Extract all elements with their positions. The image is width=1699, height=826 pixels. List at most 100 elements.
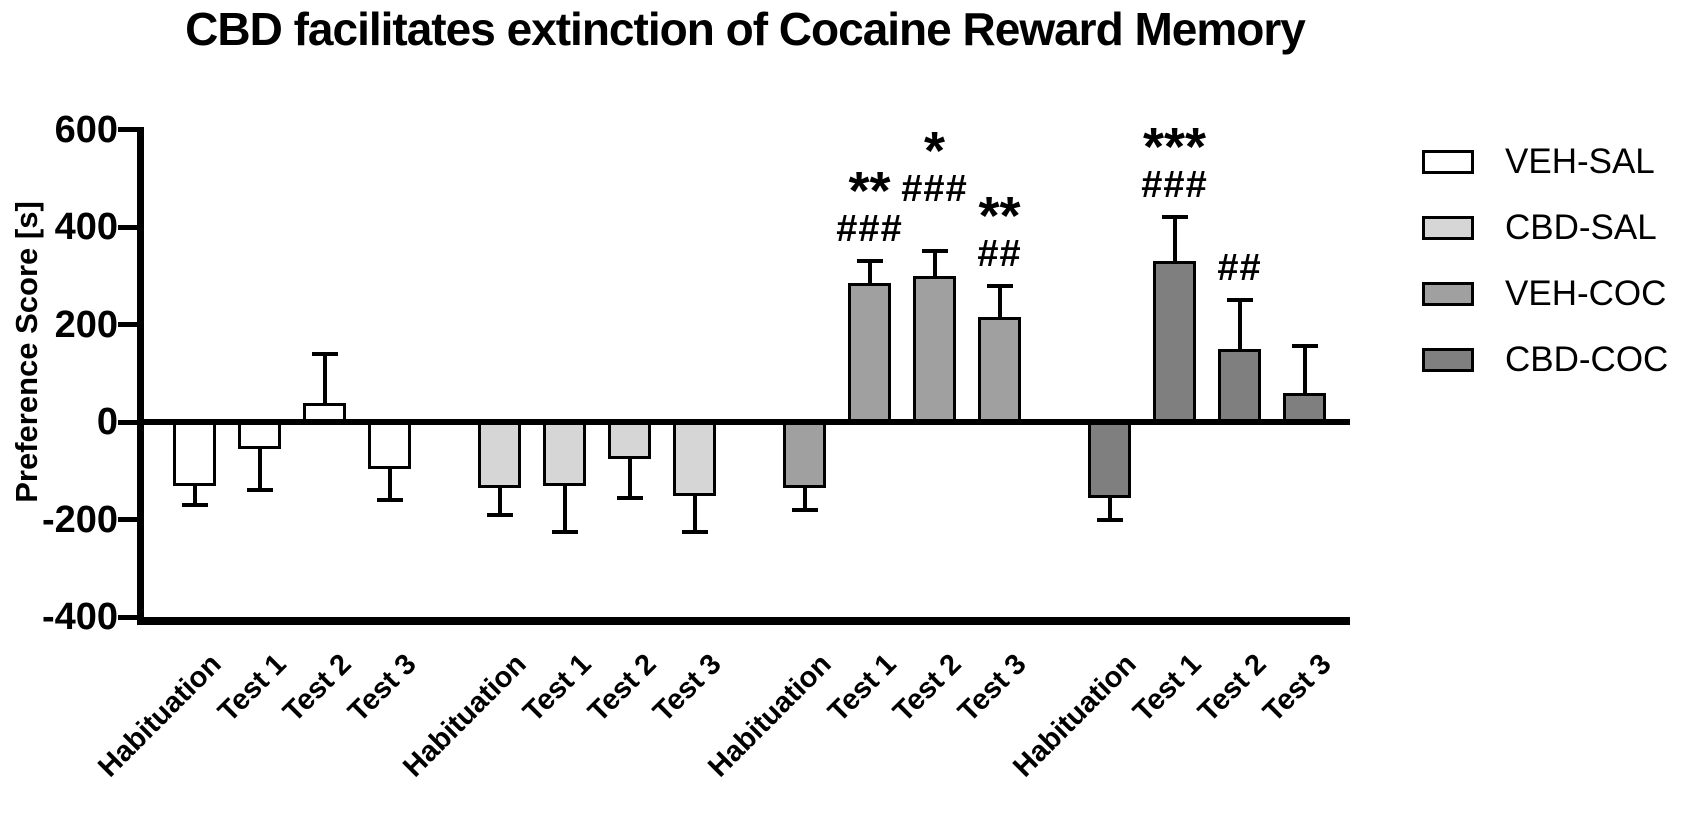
zero-line bbox=[137, 419, 1350, 425]
error-bar-stem bbox=[932, 251, 937, 276]
bar-veh-coc-habituation bbox=[783, 422, 826, 489]
significance-annotation: * ### bbox=[901, 121, 968, 211]
error-bar-stem bbox=[627, 456, 632, 498]
legend-label-veh-coc: VEH-COC bbox=[1505, 274, 1667, 313]
significance-hashes: ## bbox=[1217, 247, 1262, 290]
error-bar-cap bbox=[551, 529, 578, 534]
legend-swatch-cbd-sal bbox=[1422, 216, 1474, 240]
error-bar-stem bbox=[192, 482, 197, 505]
bar-cbd-sal-test3 bbox=[673, 422, 716, 496]
x-tick-label: Test 2 bbox=[886, 648, 968, 729]
error-bar-cap bbox=[486, 512, 513, 517]
legend-item-veh-coc: VEH-COC bbox=[1422, 274, 1668, 313]
bar-veh-sal-test1 bbox=[238, 422, 281, 450]
legend-item-cbd-sal: CBD-SAL bbox=[1422, 208, 1668, 247]
y-tick-label: 400 bbox=[54, 206, 118, 248]
error-bar-cap bbox=[986, 283, 1013, 288]
bar-cbd-coc-test2 bbox=[1218, 348, 1261, 425]
error-bar-stem bbox=[257, 446, 262, 491]
x-tick-label: Test 2 bbox=[276, 648, 358, 729]
error-bar-cap bbox=[181, 502, 208, 507]
error-bar-stem bbox=[497, 485, 502, 515]
error-bar-cap bbox=[681, 529, 708, 534]
y-axis-tick bbox=[118, 419, 137, 425]
significance-hashes: ### bbox=[1141, 164, 1208, 207]
x-tick-label: Test 2 bbox=[581, 648, 663, 729]
significance-annotation: ** ## bbox=[977, 185, 1022, 275]
y-axis-tick bbox=[118, 224, 137, 230]
error-bar-cap bbox=[616, 495, 643, 500]
bar-veh-sal-habituation bbox=[173, 422, 216, 486]
x-tick-label: Test 1 bbox=[821, 648, 903, 729]
error-bar-stem bbox=[1107, 495, 1112, 520]
x-tick-label: Habituation bbox=[91, 648, 228, 784]
error-bar-stem bbox=[802, 485, 807, 510]
error-bar-stem bbox=[1237, 300, 1242, 349]
y-axis-tick bbox=[118, 322, 137, 327]
y-tick-label: -400 bbox=[41, 596, 118, 638]
significance-hashes: ### bbox=[836, 208, 903, 251]
y-axis-tick bbox=[118, 614, 137, 620]
error-bar-stem bbox=[867, 261, 872, 284]
error-bar-stem bbox=[562, 482, 567, 532]
significance-stars: ** bbox=[848, 161, 891, 222]
error-bar-stem bbox=[997, 285, 1002, 318]
bar-cbd-coc-test1 bbox=[1153, 261, 1196, 425]
y-axis-tick bbox=[118, 517, 137, 522]
legend-item-veh-sal: VEH-SAL bbox=[1422, 142, 1668, 181]
bar-cbd-coc-habituation bbox=[1088, 422, 1131, 499]
legend-swatch-veh-coc bbox=[1422, 282, 1474, 306]
bar-veh-sal-test3 bbox=[368, 422, 411, 469]
x-tick-label: Test 3 bbox=[341, 648, 423, 729]
legend-swatch-veh-sal bbox=[1422, 150, 1474, 174]
x-tick-label: Test 1 bbox=[516, 648, 598, 729]
error-bar-cap bbox=[921, 249, 948, 254]
significance-annotation: ## bbox=[1217, 249, 1261, 287]
y-tick-label: 600 bbox=[54, 108, 118, 151]
legend-label-cbd-sal: CBD-SAL bbox=[1505, 208, 1657, 247]
error-bar-cap bbox=[1096, 517, 1123, 522]
legend-swatch-cbd-coc bbox=[1422, 348, 1474, 372]
y-tick-label: -200 bbox=[41, 498, 118, 541]
y-tick-label: 0 bbox=[96, 401, 118, 443]
error-bar-stem bbox=[692, 492, 697, 532]
bar-veh-coc-test1 bbox=[848, 283, 891, 425]
bar-veh-coc-test3 bbox=[978, 317, 1021, 425]
error-bar-cap bbox=[791, 507, 818, 512]
error-bar-cap bbox=[1226, 298, 1253, 303]
bar-cbd-sal-test1 bbox=[543, 422, 586, 486]
x-tick-label: Test 2 bbox=[1191, 648, 1273, 729]
x-tick-label: Test 3 bbox=[951, 648, 1033, 729]
significance-annotation: *** ### bbox=[1141, 117, 1208, 207]
bar-veh-coc-test2 bbox=[913, 275, 956, 425]
legend-item-cbd-coc: CBD-COC bbox=[1422, 340, 1668, 379]
y-axis-line bbox=[137, 127, 144, 625]
significance-hashes: ### bbox=[901, 168, 968, 211]
bar-cbd-sal-test2 bbox=[608, 422, 651, 460]
error-bar-stem bbox=[387, 465, 392, 500]
y-axis-tick bbox=[118, 127, 137, 132]
error-bar-cap bbox=[1161, 215, 1188, 220]
error-bar-stem bbox=[1302, 346, 1307, 393]
significance-stars: * bbox=[923, 121, 945, 182]
chart-title: CBD facilitates extinction of Cocaine Re… bbox=[185, 3, 1306, 55]
error-bar-cap bbox=[246, 488, 273, 493]
significance-stars: ** bbox=[978, 185, 1021, 246]
error-bar-cap bbox=[856, 259, 883, 264]
x-tick-label: Test 3 bbox=[646, 648, 728, 729]
x-tick-label: Test 1 bbox=[211, 648, 293, 729]
y-tick-label: 200 bbox=[54, 303, 118, 346]
significance-annotation: ** ### bbox=[836, 161, 903, 251]
legend-label-veh-sal: VEH-SAL bbox=[1505, 142, 1655, 181]
error-bar-cap bbox=[1291, 344, 1318, 349]
x-tick-label: Test 1 bbox=[1126, 648, 1208, 729]
significance-hashes: ## bbox=[977, 232, 1022, 275]
error-bar-stem bbox=[1172, 217, 1177, 262]
significance-stars: *** bbox=[1142, 117, 1207, 178]
error-bar-stem bbox=[322, 353, 327, 403]
error-bar-cap bbox=[376, 498, 403, 502]
x-tick-label: Test 3 bbox=[1256, 648, 1338, 729]
legend: VEH-SAL CBD-SAL VEH-COC CBD-COC bbox=[1422, 142, 1668, 414]
bar-cbd-sal-habituation bbox=[478, 422, 521, 489]
